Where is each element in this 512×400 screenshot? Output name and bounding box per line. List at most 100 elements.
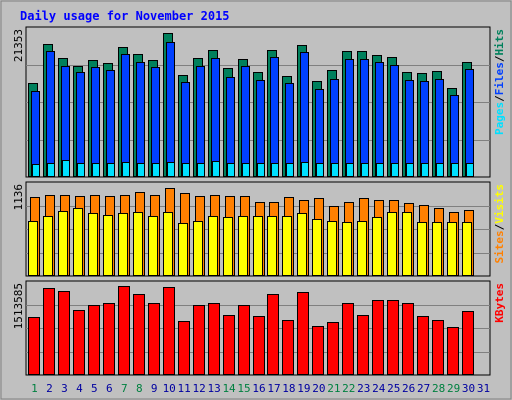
bar-kbytes-day-10 [163,287,175,375]
bar-pages-day-30 [466,163,474,177]
series-axis-label: Pages/Files/Hits [493,29,506,135]
series-visits [28,208,472,276]
bar-visits-day-17 [267,216,277,276]
day-label: 2 [46,382,53,395]
bar-pages-day-13 [212,161,220,177]
bar-files-day-12 [196,66,205,177]
bar-visits-day-27 [417,222,427,276]
bar-pages-day-2 [47,163,55,177]
series-axis-label: KBytes [493,283,506,323]
bar-files-day-10 [166,42,175,177]
day-label: 6 [106,382,113,395]
bar-pages-day-3 [62,160,70,177]
bar-pages-day-19 [301,162,309,177]
bar-files-day-16 [256,80,265,177]
bar-kbytes-day-4 [73,310,85,375]
bar-visits-day-25 [387,212,397,276]
bar-pages-day-12 [197,163,205,177]
bar-pages-day-27 [421,163,429,177]
bar-visits-day-14 [223,217,233,276]
bar-visits-day-13 [208,216,218,276]
bar-pages-day-25 [391,163,399,177]
bar-kbytes-day-5 [88,305,100,375]
bar-visits-day-24 [372,217,382,276]
day-label: 30 [462,382,475,395]
bar-files-day-15 [241,66,250,177]
bar-kbytes-day-28 [432,320,444,375]
bar-kbytes-day-9 [148,303,160,375]
axis-label-separator: / [493,95,506,102]
bar-visits-day-12 [193,221,203,276]
axis-label-sites: Sites [493,230,506,263]
bar-files-day-24 [375,62,384,177]
day-label: 17 [267,382,280,395]
day-label: 1 [31,382,38,395]
bar-visits-day-21 [327,221,337,276]
bar-pages-day-20 [316,163,324,177]
bar-kbytes-day-7 [118,286,130,375]
day-label: 9 [151,382,158,395]
day-label: 19 [297,382,310,395]
bar-visits-day-30 [462,222,472,276]
day-axis: 1 2 3 4 5 6 7 8 9 10 11 12 13 14 15 16 17 18 19 20 21 22 23 24 2… [31,382,490,395]
bar-pages-day-8 [137,163,145,177]
y-max-label: 1513585 [12,283,25,329]
bar-visits-day-26 [402,212,412,276]
day-label: 13 [207,382,220,395]
bar-kbytes-day-20 [312,326,324,375]
axis-label-separator: / [493,55,506,62]
bar-files-day-27 [420,81,429,177]
bar-visits-day-6 [103,215,113,276]
bar-files-day-17 [270,57,279,177]
bar-kbytes-day-16 [253,316,265,375]
bar-visits-day-29 [447,222,457,276]
day-label: 7 [121,382,128,395]
bar-visits-day-11 [178,223,188,276]
bar-pages-day-16 [257,163,265,177]
bar-pages-day-10 [167,162,175,177]
bar-files-day-14 [226,77,235,177]
bar-pages-day-29 [451,163,459,177]
bar-kbytes-day-3 [58,291,70,375]
day-label: 24 [372,382,386,395]
bar-kbytes-day-6 [103,303,115,375]
chart-panel-3: 1513585 KBytes [12,280,506,376]
bar-visits-day-15 [238,216,248,276]
series-kbytes [28,286,474,375]
bar-kbytes-day-22 [342,303,354,375]
day-label: 16 [252,382,265,395]
series-axis-label: Sites/Visits [493,184,506,264]
day-label: 25 [387,382,400,395]
axis-label-pages: Pages [493,102,506,135]
bar-visits-day-18 [282,216,292,276]
bar-files-day-1 [31,91,40,177]
day-label: 27 [417,382,430,395]
bar-pages-day-23 [361,163,369,177]
axis-label-hits: Hits [493,29,506,56]
bar-files-day-18 [285,83,294,177]
day-label: 18 [282,382,295,395]
bar-pages-day-11 [182,163,190,177]
bar-files-day-21 [330,79,339,177]
bar-files-day-2 [46,51,55,177]
bar-visits-day-1 [28,221,38,276]
bar-pages-day-1 [32,164,40,177]
day-label: 20 [312,382,325,395]
day-label: 12 [193,382,206,395]
series-pages [32,160,474,177]
bar-visits-day-8 [133,212,143,276]
bar-kbytes-day-18 [282,320,294,375]
bar-pages-day-14 [227,163,235,177]
bar-visits-day-28 [432,222,442,276]
bar-pages-day-4 [77,163,85,177]
bar-visits-day-10 [163,212,173,276]
axis-label-separator: / [493,223,506,230]
day-label: 23 [357,382,370,395]
day-label: 14 [222,382,236,395]
bar-kbytes-day-15 [238,305,250,375]
bar-kbytes-day-23 [357,315,369,375]
bar-files-day-28 [435,79,444,177]
bar-kbytes-day-11 [178,321,190,375]
